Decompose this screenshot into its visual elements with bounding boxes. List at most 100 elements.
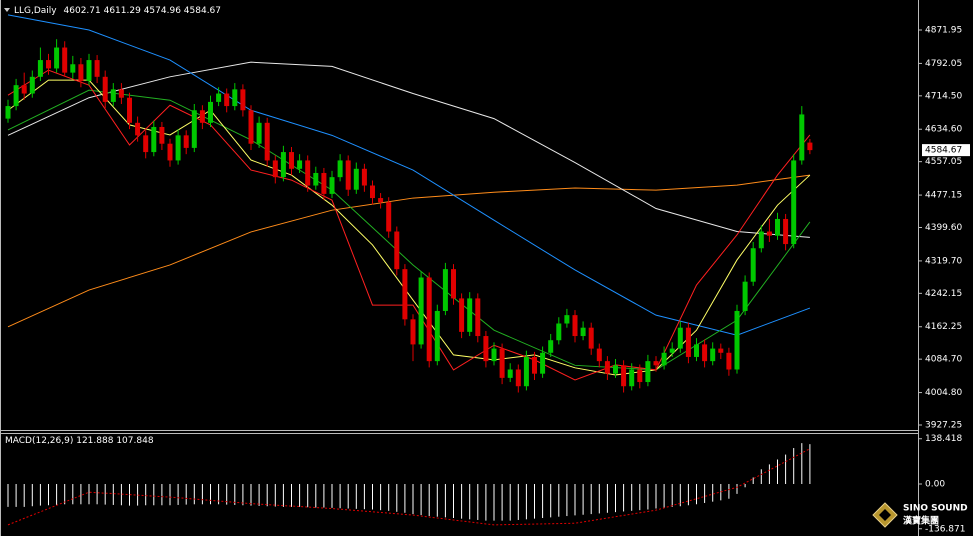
candle-body [532, 356, 537, 374]
candle-body [564, 315, 570, 324]
moving-average [7, 89, 811, 371]
moving-average [7, 174, 810, 328]
candle-body [507, 369, 513, 378]
signal-line [7, 448, 811, 526]
candle-body [386, 202, 392, 232]
candle-body [653, 361, 659, 366]
y-tick-label: 3927.25 [925, 421, 962, 431]
candle-body [143, 135, 149, 153]
candle-body [661, 352, 667, 366]
price-label-box [922, 144, 970, 157]
candle-body [110, 89, 116, 102]
candle-body [499, 348, 505, 378]
candle-body [313, 172, 319, 186]
candle-body [588, 327, 594, 349]
candle-body [151, 126, 157, 153]
candle-body [604, 361, 610, 374]
candle-body [548, 340, 554, 353]
candle-body [677, 327, 683, 349]
menu-icon [4, 8, 10, 12]
candle-body [191, 110, 197, 148]
candle-body [702, 344, 708, 362]
moving-average [7, 14, 811, 336]
chart-header: LLG,Daily 4602.71 4611.29 4574.96 4584.6… [14, 6, 221, 16]
candle-body [491, 348, 497, 362]
candle-body [442, 269, 448, 311]
candle-body [418, 277, 424, 345]
candle-body [272, 160, 278, 178]
low: 4574.96 [144, 6, 181, 16]
candle-body [515, 369, 521, 387]
candle-body [467, 298, 473, 332]
candle-body [572, 315, 578, 337]
y-tick-label: 4557.05 [925, 157, 962, 167]
macd-title: MACD(12,26,9) [5, 436, 73, 446]
moving-average [7, 79, 811, 376]
candle-body [394, 231, 400, 270]
y-tick-label: 4871.95 [925, 26, 962, 36]
candle-body [475, 298, 481, 337]
candle-body [685, 327, 691, 357]
y-tick-label: 4242.15 [925, 289, 962, 299]
candle-body [523, 356, 529, 387]
y-tick-label: 4714.50 [925, 91, 962, 101]
signal-value: 107.848 [116, 436, 153, 446]
candle-body [329, 177, 335, 194]
y-tick-label: 4399.60 [925, 223, 962, 233]
y-tick-label: -136.871 [925, 524, 965, 534]
y-tick-label: 4477.15 [925, 191, 962, 201]
candle-body [240, 89, 246, 111]
y-tick-label: 4634.60 [925, 125, 962, 135]
candle-body [199, 110, 205, 123]
candle-body [434, 310, 440, 362]
candle-body [726, 352, 732, 370]
candle-body [451, 269, 456, 299]
open: 4602.71 [64, 6, 101, 16]
candle-body [613, 365, 618, 374]
moving-average [7, 61, 810, 238]
candle-body [710, 348, 716, 362]
candle-body [62, 47, 68, 73]
macd-value: 121.888 [76, 436, 113, 446]
y-tick-label: 138.418 [925, 434, 962, 444]
candle-body [167, 143, 173, 161]
candle-body [13, 85, 19, 107]
price-label: 4584.67 [925, 146, 962, 156]
candle-body [645, 361, 651, 383]
y-tick-label: 0.00 [925, 480, 945, 490]
candle-body [264, 122, 270, 161]
candle-body [766, 231, 772, 236]
candle-body [758, 231, 764, 249]
candle-body [159, 126, 165, 144]
candle-body [718, 348, 724, 353]
candle-body [102, 76, 108, 102]
candle-body [78, 64, 84, 81]
candle-body [248, 110, 254, 144]
logo-name: SINO SOUND [903, 504, 968, 514]
y-tick-label: 4792.05 [925, 59, 962, 69]
candle-body [118, 89, 124, 98]
candle-body [402, 269, 408, 320]
candle-body [459, 298, 465, 332]
candle-body [29, 76, 35, 94]
moving-average [7, 69, 811, 381]
candle-body [556, 323, 562, 341]
candle-body [750, 248, 756, 282]
candle-body [621, 365, 627, 387]
candle-body [791, 160, 797, 245]
candle-body [232, 89, 238, 107]
candle-body [345, 160, 351, 190]
candle-body [256, 122, 262, 144]
candle-body [775, 218, 780, 236]
candle-body [216, 93, 222, 102]
candle-body [21, 85, 27, 94]
candle-body [94, 60, 100, 77]
candle-body [783, 218, 789, 245]
close: 4584.67 [184, 6, 221, 16]
candle-body [337, 160, 343, 178]
symbol: LLG,Daily [14, 6, 57, 16]
candle-body [305, 160, 311, 186]
candle-body [742, 281, 748, 311]
